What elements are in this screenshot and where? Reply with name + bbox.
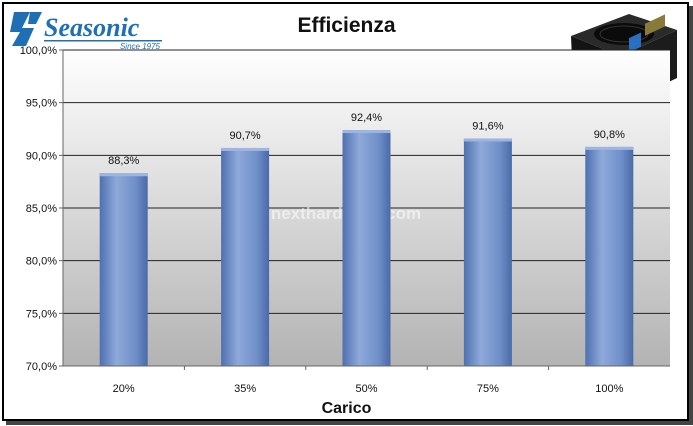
bar — [221, 147, 270, 366]
svg-text:Seasonic: Seasonic — [44, 13, 140, 42]
bar — [99, 173, 148, 366]
x-axis-title: Carico — [321, 400, 372, 417]
x-axis-labels: 20% 35% 50% 75% 100% — [113, 366, 624, 395]
y-tick-label: 85,0% — [26, 203, 57, 215]
bar — [585, 146, 634, 366]
bar-top — [221, 147, 270, 151]
svg-text:Since 1975: Since 1975 — [120, 42, 161, 50]
bar-top — [585, 146, 634, 150]
data-labels: 88,3% 90,7% 92,4% 91,6% 90,8% — [108, 112, 625, 167]
y-tick-label: 70,0% — [26, 361, 57, 373]
data-label: 88,3% — [108, 155, 139, 167]
bars — [99, 130, 634, 366]
bar — [342, 130, 391, 366]
bar — [463, 138, 512, 366]
x-tick-label: 50% — [355, 383, 377, 395]
bar-top — [99, 173, 148, 177]
y-tick-label: 90,0% — [26, 150, 57, 162]
y-tick-label: 100,0% — [20, 45, 58, 57]
bar-top — [463, 138, 512, 142]
y-axis-labels: 70,0% 75,0% 80,0% 85,0% 90,0% 95,0% 100,0% — [20, 45, 63, 373]
data-label: 90,7% — [229, 130, 260, 142]
chart-title: Efficienza — [297, 14, 396, 37]
seasonic-logo: Seasonic Since 1975 — [10, 12, 162, 50]
x-tick-label: 100% — [595, 383, 623, 395]
y-tick-label: 80,0% — [26, 256, 57, 268]
data-label: 91,6% — [472, 120, 503, 132]
data-label: 90,8% — [594, 129, 625, 141]
x-tick-label: 35% — [234, 383, 256, 395]
data-label: 92,4% — [351, 112, 382, 124]
y-tick-label: 95,0% — [26, 98, 57, 110]
y-tick-label: 75,0% — [26, 308, 57, 320]
x-tick-label: 75% — [477, 383, 499, 395]
x-tick-label: 20% — [113, 383, 135, 395]
bar-top — [342, 130, 391, 134]
